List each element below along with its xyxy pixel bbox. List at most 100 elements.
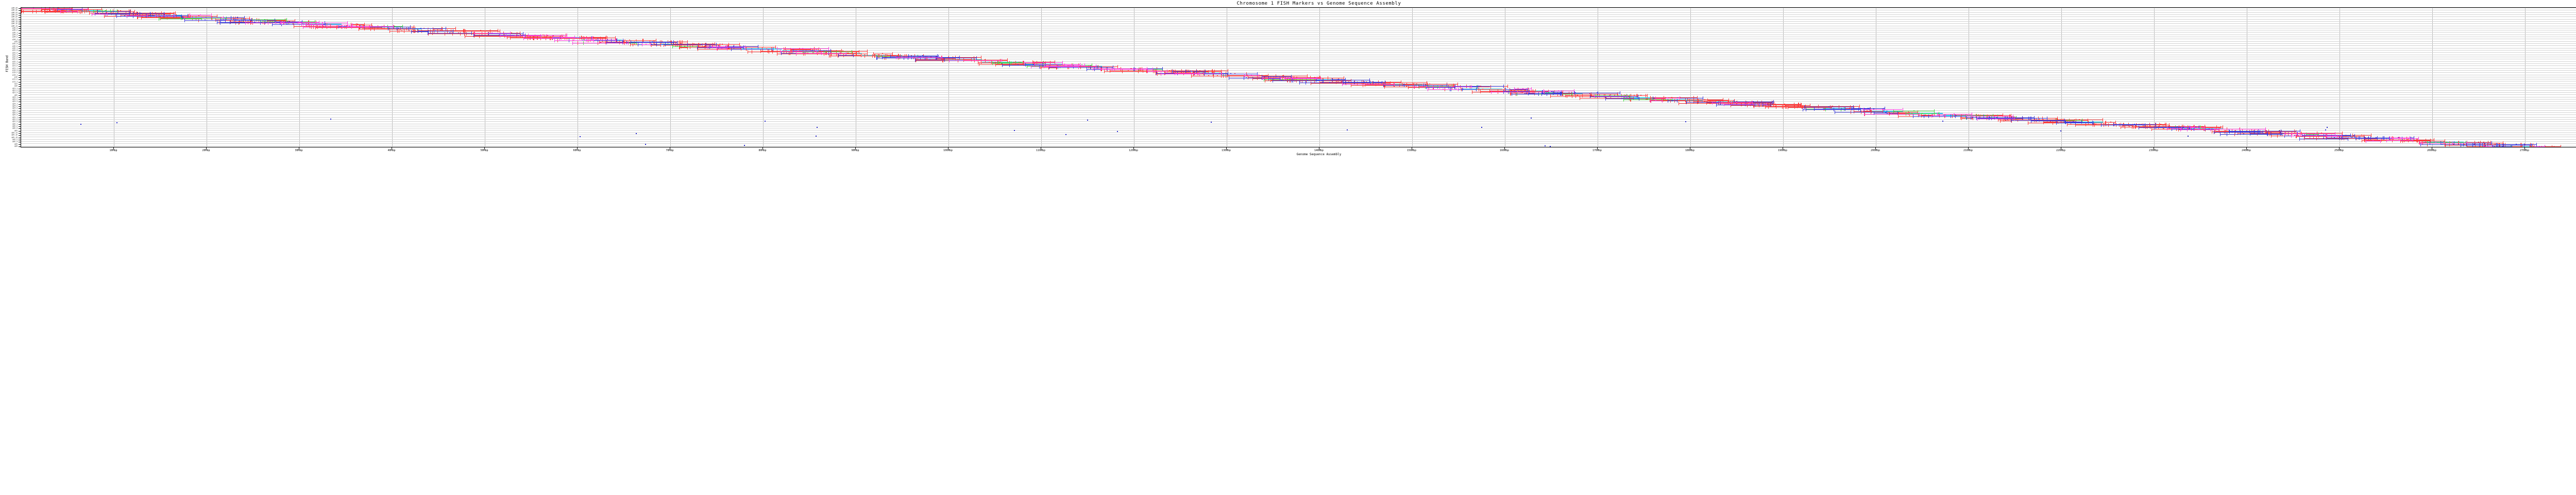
marker-point <box>2225 130 2226 131</box>
gridline-horizontal <box>21 94 2576 95</box>
marker-errorbar-cap <box>2200 125 2201 129</box>
marker-errorbar-cap <box>1372 80 1374 85</box>
marker-errorbar-cap <box>1716 103 1717 107</box>
marker-point <box>2375 137 2377 138</box>
y-tick-mark <box>19 75 21 76</box>
marker-point <box>388 28 390 29</box>
marker-point <box>918 57 920 58</box>
marker-errorbar-cap <box>623 40 624 44</box>
marker-point <box>1463 89 1464 90</box>
y-tick-label: p31.1 <box>12 54 18 56</box>
marker-errorbar-cap <box>1860 107 1861 111</box>
marker-errorbar-cap <box>540 34 541 38</box>
marker-point <box>1517 91 1518 92</box>
marker-errorbar-cap <box>311 25 312 29</box>
marker-errorbar-cap <box>1190 70 1191 74</box>
marker-errorbar-cap <box>89 11 90 15</box>
marker-point <box>2047 120 2048 122</box>
marker-errorbar-cap <box>1196 69 1197 73</box>
marker-errorbar-cap <box>1491 90 1492 94</box>
marker-errorbar-cap <box>107 12 108 16</box>
marker-errorbar-cap <box>41 8 42 11</box>
marker-errorbar-cap <box>374 27 375 31</box>
marker-point <box>540 37 542 39</box>
x-tick-label: 150Mbp <box>1406 149 1417 152</box>
marker-point <box>728 48 730 50</box>
marker-errorbar-cap <box>1889 111 1890 116</box>
marker-point <box>1993 114 1994 116</box>
marker-errorbar-cap <box>1208 70 1209 74</box>
marker-point <box>1179 73 1181 75</box>
marker-point <box>2315 133 2317 134</box>
marker-errorbar-cap <box>1369 78 1370 82</box>
marker-point <box>2515 144 2517 145</box>
marker-point <box>2323 138 2324 139</box>
gridline-horizontal <box>21 119 2576 120</box>
marker-errorbar-cap <box>1090 65 1091 70</box>
y-tick-mark <box>19 79 21 80</box>
marker-point <box>1402 84 1404 86</box>
marker-point <box>1702 101 1703 103</box>
gridline-vertical <box>670 8 671 147</box>
marker-errorbar-cap <box>1747 103 1748 107</box>
y-tick-label: q21.1 <box>12 87 18 89</box>
marker-point <box>2042 119 2044 121</box>
x-tick-mark <box>855 147 856 149</box>
marker-point <box>262 22 264 24</box>
marker-errorbar-cap <box>2218 128 2219 132</box>
marker-point <box>240 21 242 23</box>
gridline-vertical <box>2154 8 2155 147</box>
marker-point <box>1190 70 1192 72</box>
marker-point <box>435 30 436 32</box>
x-tick-mark <box>1504 147 1505 149</box>
marker-errorbar-cap <box>155 14 156 18</box>
marker-point <box>1274 75 1276 77</box>
marker-errorbar-cap <box>1560 92 1561 96</box>
marker-errorbar-cap <box>605 37 606 41</box>
marker-errorbar-cap <box>36 10 37 14</box>
marker-point <box>1606 97 1607 99</box>
marker-errorbar-cap <box>2306 133 2307 137</box>
marker-errorbar-cap <box>2214 129 2215 134</box>
marker-errorbar-cap <box>389 29 391 34</box>
marker-point <box>1196 70 1198 72</box>
marker-errorbar-cap <box>116 14 117 19</box>
marker-point <box>1355 82 1357 84</box>
gridline-horizontal <box>21 19 2576 20</box>
x-tick-mark <box>2524 147 2525 149</box>
marker-point <box>237 17 238 19</box>
marker-errorbar-cap <box>636 41 637 45</box>
y-tick-mark <box>19 32 21 34</box>
marker-point <box>1119 68 1121 69</box>
gridline-horizontal <box>21 14 2576 15</box>
marker-errorbar-cap <box>1162 67 1163 71</box>
marker-errorbar-cap <box>959 56 960 60</box>
marker-point <box>2446 141 2447 143</box>
marker-errorbar-cap <box>2088 120 2089 124</box>
outlier-point <box>2060 130 2061 132</box>
marker-point <box>820 53 822 54</box>
marker-errorbar-cap <box>101 8 103 12</box>
marker-errorbar-cap <box>2318 133 2319 137</box>
marker-errorbar-cap <box>141 15 142 20</box>
y-tick-mark <box>19 126 21 127</box>
marker-errorbar-cap <box>44 9 45 13</box>
marker-errorbar-cap <box>1772 101 1773 105</box>
marker-point <box>2494 146 2495 147</box>
marker-errorbar-cap <box>111 11 112 15</box>
marker-errorbar-cap <box>2034 116 2035 120</box>
marker-point <box>851 55 853 56</box>
marker-errorbar-cap <box>1040 65 1041 70</box>
marker-point <box>202 16 204 18</box>
marker-point <box>1683 100 1685 101</box>
x-tick-label: 80Mbp <box>758 149 767 152</box>
marker-errorbar-cap <box>1728 98 1729 103</box>
marker-errorbar-cap <box>2133 125 2134 129</box>
marker-point <box>1482 88 1483 90</box>
marker-errorbar-cap <box>1871 109 1872 113</box>
marker-point <box>2502 144 2504 145</box>
marker-errorbar-cap <box>1590 93 1591 97</box>
x-tick-label: 10Mbp <box>109 149 117 152</box>
marker-point <box>674 41 675 42</box>
marker-point <box>2142 126 2143 128</box>
